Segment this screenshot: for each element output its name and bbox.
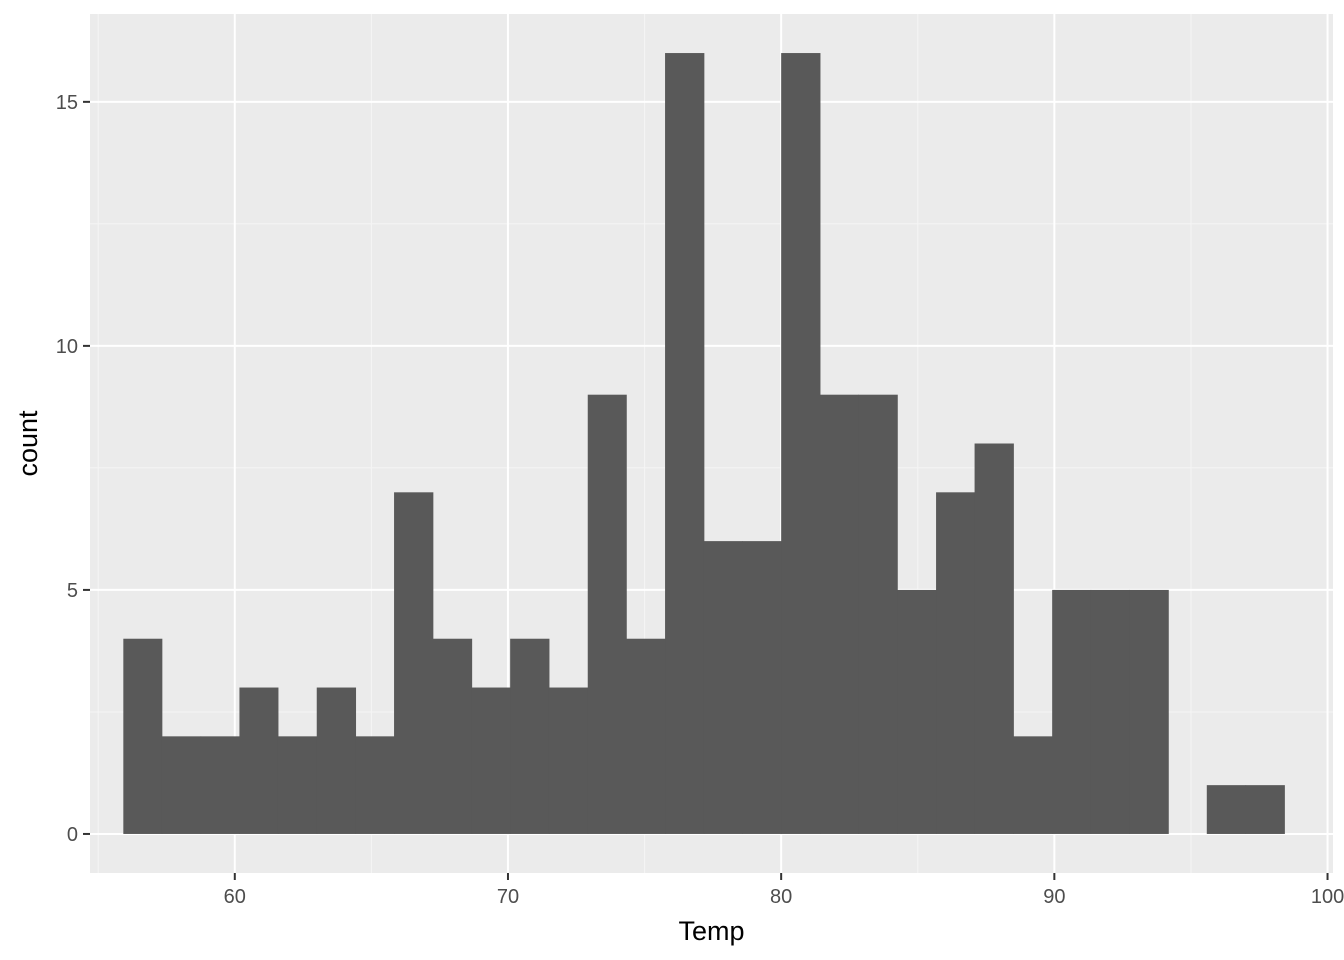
y-tick-label: 5 — [67, 580, 78, 602]
histogram-bar — [819, 394, 859, 834]
histogram-bar — [316, 687, 357, 834]
histogram-bar — [1090, 589, 1130, 834]
histogram-bar — [1052, 589, 1092, 834]
histogram-bar — [665, 53, 705, 834]
y-tick-label: 10 — [56, 336, 78, 358]
histogram-bar — [277, 736, 318, 834]
x-axis-title: Temp — [678, 916, 744, 946]
histogram-bar — [742, 541, 782, 834]
histogram-bar — [587, 394, 627, 834]
x-tick-label: 60 — [224, 886, 246, 908]
x-tick-label: 80 — [770, 886, 792, 908]
y-tick-label: 0 — [67, 824, 78, 846]
histogram-bar — [432, 638, 473, 834]
histogram-bars — [123, 53, 1285, 834]
histogram-bar — [1013, 736, 1053, 834]
y-axis-ticks: 0 5 10 15 — [56, 92, 90, 846]
histogram-bar — [200, 736, 240, 834]
histogram-bar — [239, 687, 279, 834]
histogram-bar — [897, 589, 937, 834]
histogram-bar — [936, 492, 976, 834]
x-tick-label: 100 — [1311, 886, 1344, 908]
y-tick-label: 15 — [56, 92, 78, 114]
histogram-bar — [703, 541, 743, 834]
histogram-bar — [974, 443, 1014, 834]
histogram-bar — [626, 638, 666, 834]
histogram-bar — [548, 687, 589, 834]
histogram-bar — [510, 638, 550, 834]
x-tick-label: 70 — [497, 886, 519, 908]
histogram-bar — [123, 638, 163, 834]
histogram-bar — [394, 492, 434, 834]
histogram-bar — [1206, 785, 1247, 834]
y-axis-title: count — [13, 410, 43, 477]
histogram-bar — [858, 394, 898, 834]
x-tick-label: 90 — [1043, 886, 1065, 908]
histogram-bar — [1245, 785, 1285, 834]
histogram-bar — [355, 736, 395, 834]
histogram-bar — [471, 687, 511, 834]
histogram-bar — [161, 736, 202, 834]
histogram-bar — [781, 53, 821, 834]
x-axis-ticks: 60 70 80 90 100 — [224, 873, 1344, 908]
histogram-bar — [1129, 589, 1169, 834]
